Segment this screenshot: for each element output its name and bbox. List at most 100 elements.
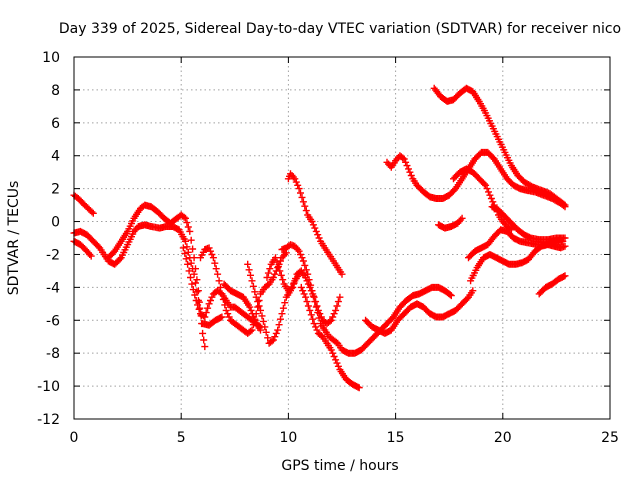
data-point xyxy=(198,320,206,328)
data-point xyxy=(279,304,287,312)
data-point xyxy=(182,237,189,245)
series-layer xyxy=(70,84,569,392)
data-point xyxy=(299,198,307,206)
data-point xyxy=(184,260,192,268)
data-point xyxy=(299,257,307,265)
x-tick-label: 25 xyxy=(601,430,619,446)
data-point xyxy=(263,274,271,281)
chart-title: Day 339 of 2025, Sidereal Day-to-day VTE… xyxy=(59,21,621,37)
data-point xyxy=(257,306,264,314)
data-point xyxy=(187,274,194,281)
data-point xyxy=(301,261,309,269)
data-point xyxy=(290,279,298,287)
data-point xyxy=(355,384,363,392)
series-track-07 xyxy=(220,280,264,334)
data-point xyxy=(249,282,257,290)
data-point xyxy=(307,281,315,289)
data-point xyxy=(183,219,191,227)
series-track-06 xyxy=(197,244,290,337)
data-point xyxy=(257,326,264,334)
data-point xyxy=(308,287,316,295)
data-point xyxy=(209,254,217,262)
data-point xyxy=(199,329,207,337)
series-track-01 xyxy=(70,191,97,217)
data-point xyxy=(186,227,194,235)
data-point xyxy=(192,297,200,304)
series-track-10 xyxy=(278,241,455,357)
data-point xyxy=(181,249,189,257)
y-tick-label: 4 xyxy=(51,149,60,165)
data-point xyxy=(334,298,342,306)
data-point xyxy=(182,255,190,263)
data-point xyxy=(204,304,212,312)
data-point xyxy=(276,267,284,275)
y-axis-label: SDTVAR / TECUs xyxy=(6,181,22,296)
y-tick-label: 0 xyxy=(51,215,60,231)
tick-labels: 0 5 10 15 20 25 -12 -10 -8 -6 -4 -2 0 2 4 6 8 10 xyxy=(37,50,619,446)
data-point xyxy=(279,276,287,284)
data-point xyxy=(297,189,304,197)
series-track-17 xyxy=(435,214,466,232)
data-point xyxy=(212,265,220,273)
data-point xyxy=(304,270,312,278)
data-point xyxy=(469,287,477,295)
y-tick-label: -4 xyxy=(46,280,60,296)
series-track-16 xyxy=(450,165,515,234)
data-point xyxy=(281,299,289,307)
data-point xyxy=(559,237,567,245)
data-point xyxy=(273,258,281,266)
data-point xyxy=(264,334,272,342)
y-tick-label: 2 xyxy=(51,182,60,198)
data-point xyxy=(245,266,253,274)
data-point xyxy=(217,283,224,291)
data-point xyxy=(292,275,299,283)
data-point xyxy=(259,317,267,325)
data-point xyxy=(277,271,285,279)
data-point xyxy=(315,314,323,322)
data-point xyxy=(252,293,260,301)
data-point xyxy=(304,302,312,310)
data-point xyxy=(275,321,283,329)
data-point xyxy=(190,254,198,262)
x-tick-label: 5 xyxy=(177,430,186,446)
data-point xyxy=(89,209,97,217)
series-track-21 xyxy=(535,272,569,298)
data-point xyxy=(302,207,310,215)
data-point xyxy=(219,295,227,303)
series-track-18 xyxy=(488,203,569,244)
data-point xyxy=(194,301,202,309)
data-point xyxy=(309,292,317,300)
x-tick-label: 0 xyxy=(70,430,79,446)
series-track-15 xyxy=(430,84,569,209)
series-track-04 xyxy=(104,201,209,351)
y-tick-label: -2 xyxy=(46,247,60,263)
data-point xyxy=(507,226,515,234)
data-point xyxy=(338,270,346,278)
data-point xyxy=(266,265,274,273)
data-point xyxy=(183,243,191,251)
data-point xyxy=(332,306,340,314)
data-point xyxy=(247,271,254,279)
data-point xyxy=(311,298,319,306)
data-point xyxy=(218,313,226,321)
data-point xyxy=(218,290,226,298)
data-point xyxy=(302,293,310,301)
data-point xyxy=(274,326,282,334)
data-point xyxy=(307,311,315,319)
data-point xyxy=(189,245,197,253)
series-track-11 xyxy=(284,170,346,278)
data-point xyxy=(333,302,341,310)
data-point xyxy=(258,312,266,320)
data-point xyxy=(309,315,317,323)
series-track-12 xyxy=(297,283,363,392)
data-point xyxy=(312,303,320,311)
data-point xyxy=(200,336,208,344)
data-point xyxy=(187,259,195,267)
data-point xyxy=(295,185,303,193)
data-point xyxy=(277,315,284,323)
y-tick-label: 10 xyxy=(42,50,60,66)
x-tick-label: 20 xyxy=(494,430,512,446)
data-point xyxy=(306,306,314,314)
data-point xyxy=(191,291,199,299)
data-point xyxy=(301,202,309,210)
